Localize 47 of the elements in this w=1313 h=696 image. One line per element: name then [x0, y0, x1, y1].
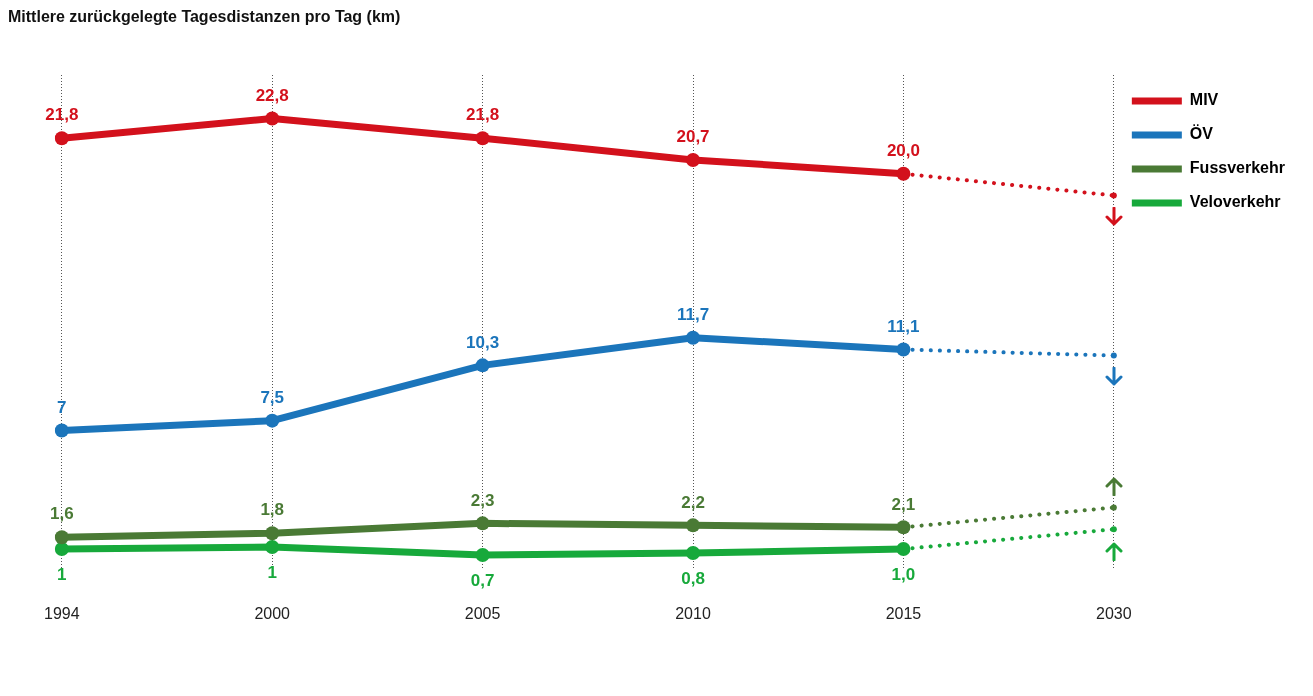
data-label: 1,8	[260, 500, 285, 520]
data-label: 1	[57, 565, 67, 585]
data-label: 2,1	[891, 494, 916, 514]
point	[475, 547, 490, 562]
data-label: 20,7	[676, 127, 710, 147]
x-tick-label: 2030	[1096, 604, 1132, 622]
point	[686, 518, 701, 533]
point	[265, 111, 280, 126]
x-tick-label: 1994	[44, 604, 80, 622]
point	[265, 540, 280, 555]
point	[686, 330, 701, 345]
data-label: 1,0	[891, 565, 916, 585]
data-label: 2,3	[470, 490, 495, 510]
point	[686, 152, 701, 167]
chart-title: Mittlere zurückgelegte Tagesdistanzen pro Tag (km)	[8, 8, 402, 27]
data-label: 11,1	[887, 316, 920, 336]
point	[475, 131, 490, 146]
point	[475, 516, 490, 531]
data-label: 1,6	[49, 504, 74, 524]
point	[686, 546, 701, 560]
data-label: 0,7	[470, 571, 495, 591]
x-tick-label: 2000	[254, 604, 291, 622]
data-label: 1	[267, 563, 277, 583]
data-label: 0,8	[681, 569, 705, 589]
legend-label: ÖV	[1189, 124, 1214, 143]
legend-label: MIV	[1189, 91, 1219, 109]
x-tick-label: 2005	[464, 604, 501, 622]
point	[265, 526, 280, 541]
data-label: 7,5	[260, 387, 285, 407]
data-label: 20,0	[886, 140, 920, 160]
x-tick-label: 2010	[675, 604, 711, 622]
data-label: 21,8	[466, 105, 500, 125]
point	[265, 413, 280, 428]
data-label: 10,3	[466, 332, 500, 352]
x-tick-label: 2015	[885, 604, 922, 622]
legend-label: Fussverkehr	[1189, 159, 1286, 177]
point	[475, 358, 490, 373]
data-label: 22,8	[255, 85, 289, 105]
legend-label: Veloverkehr	[1189, 193, 1281, 211]
point	[54, 131, 69, 146]
data-label: 11,7	[676, 304, 710, 324]
point	[54, 542, 69, 557]
data-label: 21,8	[45, 105, 79, 125]
point	[54, 530, 69, 545]
data-label: 2,2	[681, 492, 705, 512]
point	[54, 423, 69, 438]
data-label: 7	[57, 397, 67, 417]
